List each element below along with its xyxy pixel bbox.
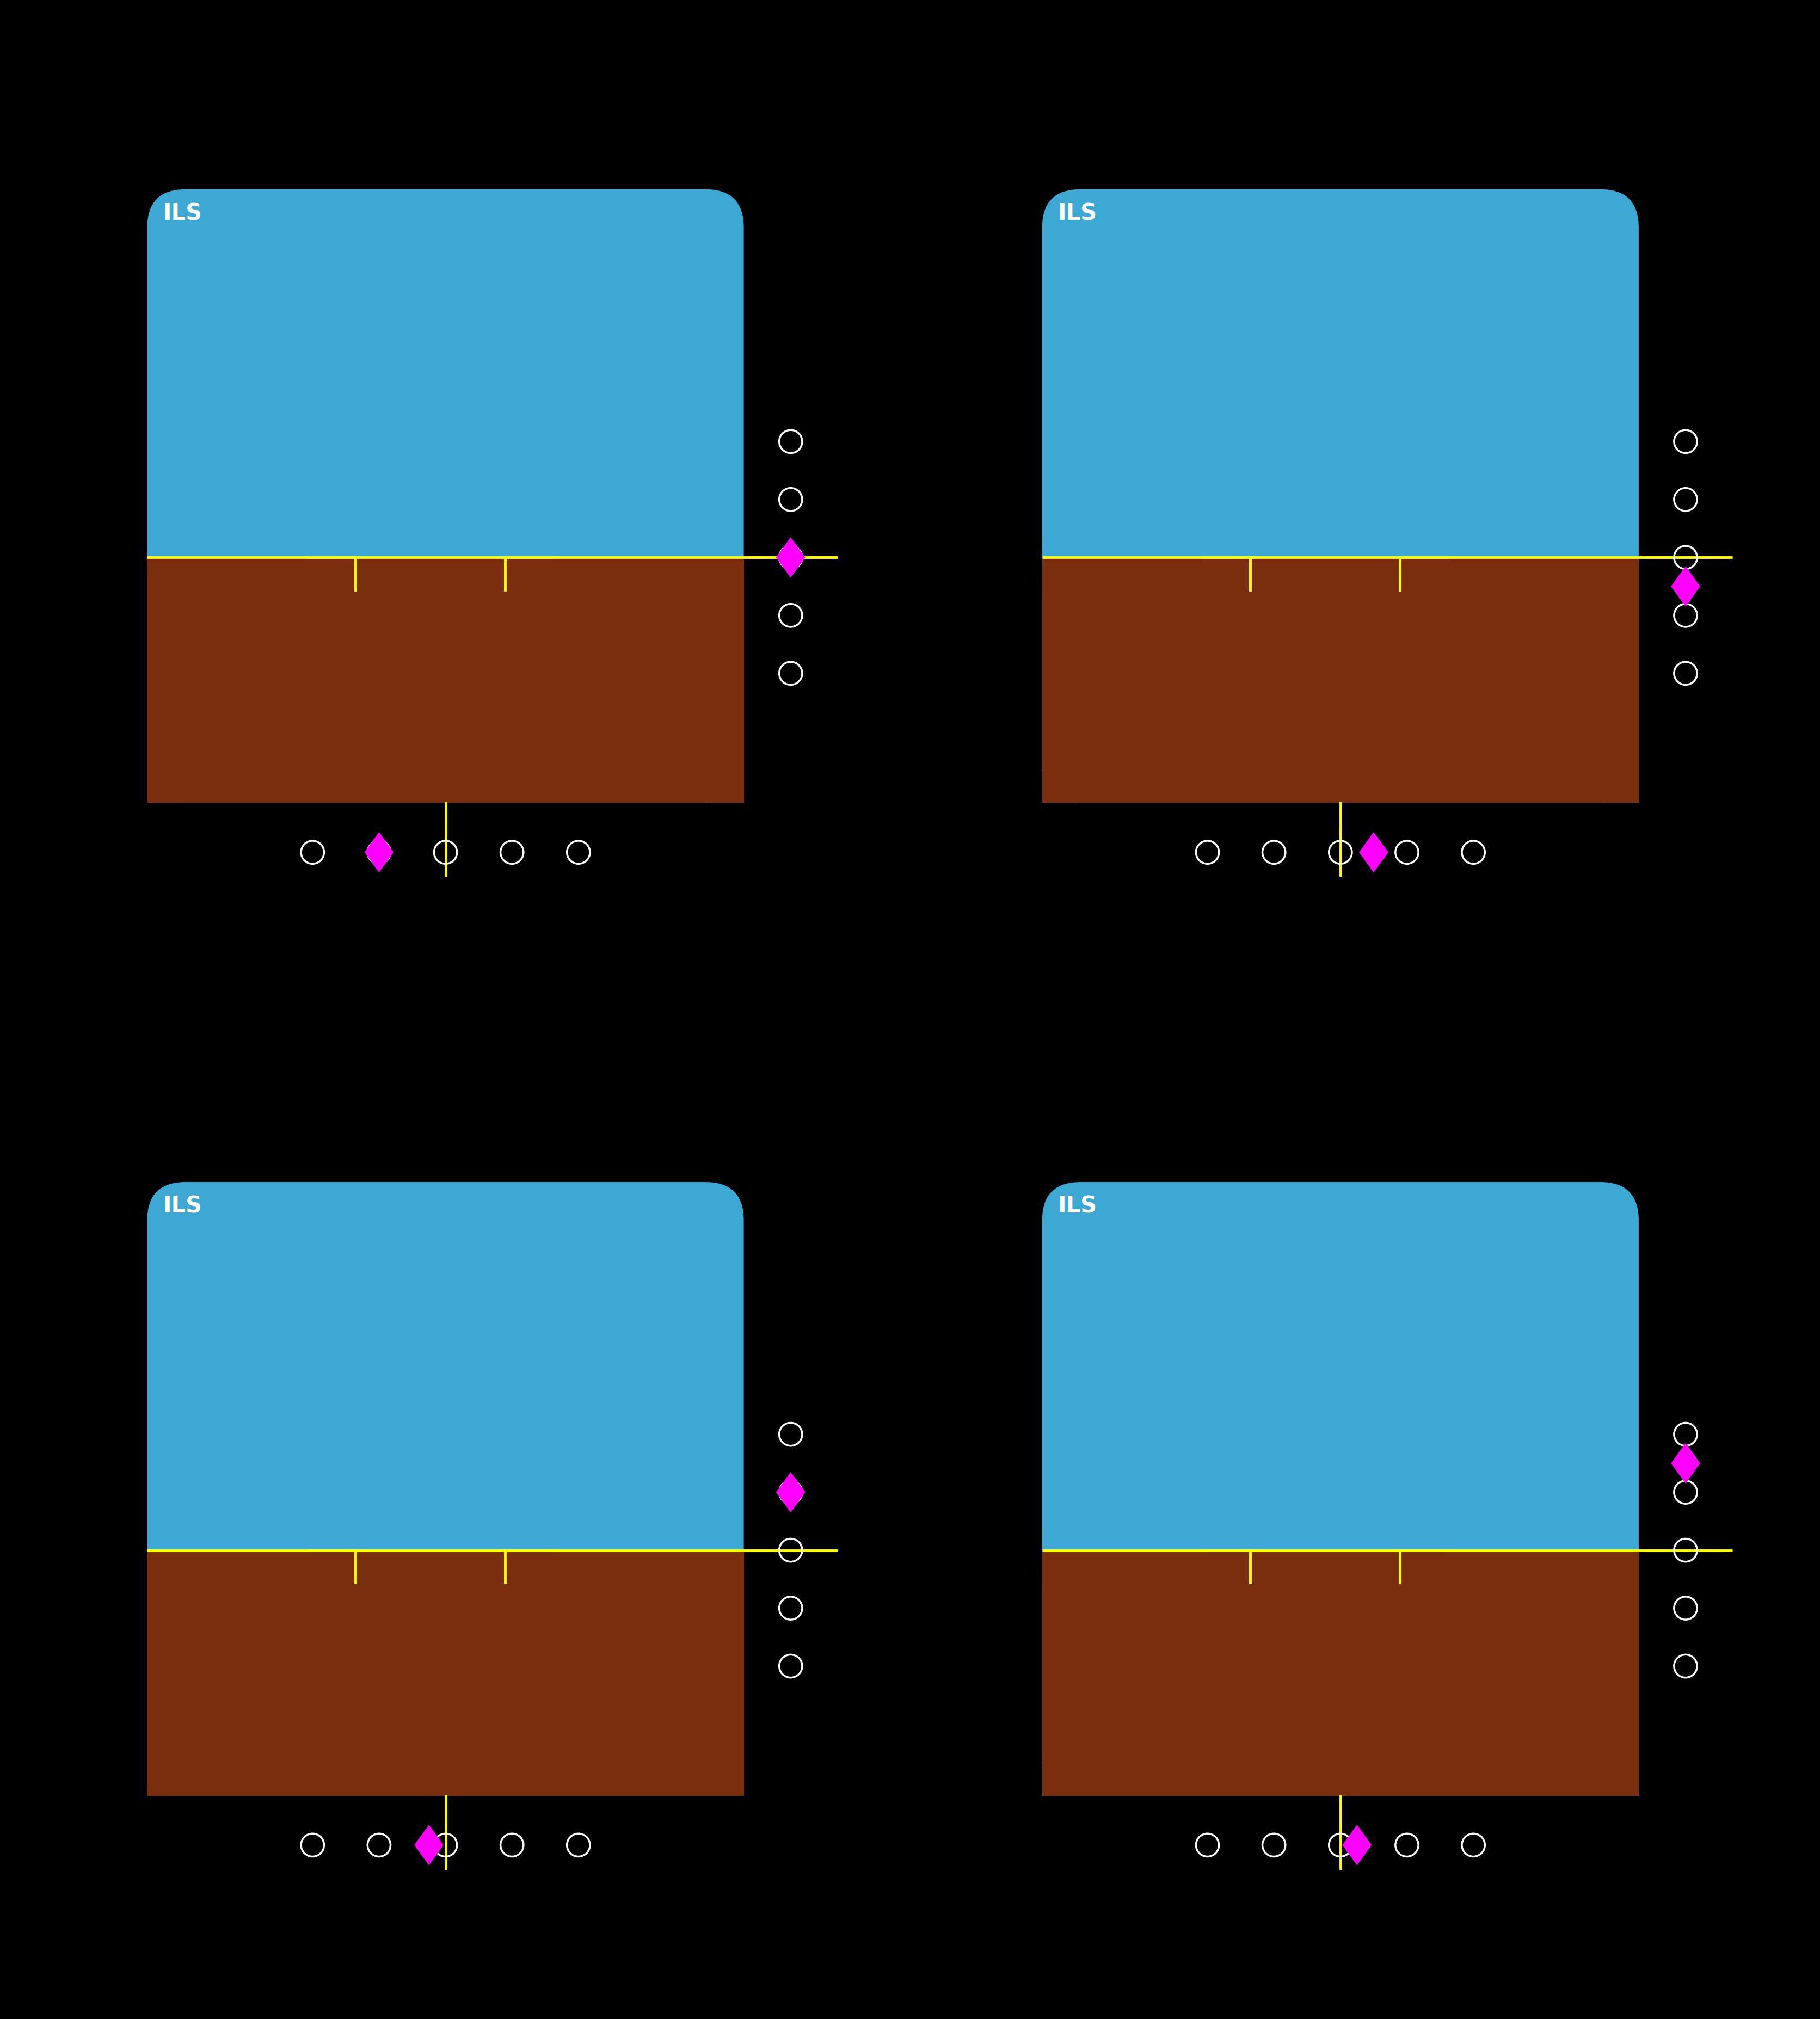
Text: ILS: ILS	[162, 202, 202, 224]
Text: D: D	[1343, 1920, 1370, 1950]
Text: ILS: ILS	[1057, 1195, 1097, 1217]
Polygon shape	[415, 1825, 442, 1866]
FancyBboxPatch shape	[147, 557, 744, 804]
Text: C: C	[450, 1920, 475, 1950]
Bar	[1043, 1551, 1638, 1795]
FancyBboxPatch shape	[1043, 557, 1638, 804]
FancyBboxPatch shape	[147, 1551, 744, 1795]
Polygon shape	[777, 1472, 804, 1512]
Text: ILS: ILS	[1057, 202, 1097, 224]
FancyBboxPatch shape	[147, 190, 744, 804]
Bar	[1043, 557, 1638, 804]
Polygon shape	[777, 537, 804, 577]
Polygon shape	[1360, 832, 1389, 872]
FancyBboxPatch shape	[1043, 190, 1638, 804]
Text: ILS: ILS	[162, 1195, 202, 1217]
Text: A: A	[450, 927, 475, 959]
Polygon shape	[1671, 1444, 1700, 1482]
Text: B: B	[1345, 927, 1370, 959]
Bar	[147, 557, 744, 804]
FancyBboxPatch shape	[1043, 1551, 1638, 1795]
Polygon shape	[1343, 1825, 1370, 1866]
FancyBboxPatch shape	[147, 1181, 744, 1795]
Polygon shape	[364, 832, 393, 872]
Polygon shape	[1671, 567, 1700, 606]
FancyBboxPatch shape	[1043, 1181, 1638, 1795]
Bar	[147, 1551, 744, 1795]
